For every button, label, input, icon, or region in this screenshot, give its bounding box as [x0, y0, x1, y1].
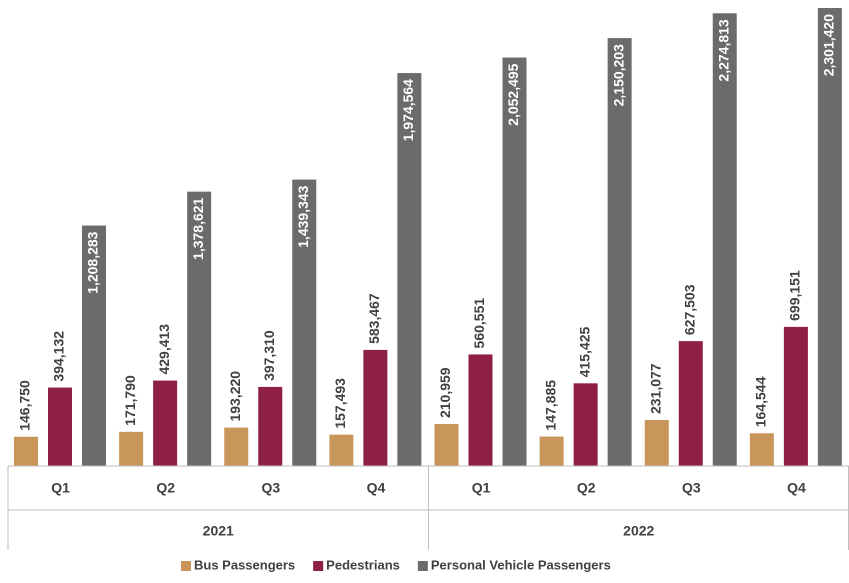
- x-tick-label: Q1: [472, 480, 491, 496]
- bar: [712, 13, 737, 467]
- data-label: 2,274,813: [715, 19, 731, 81]
- bar: [119, 431, 144, 466]
- data-label: 193,220: [227, 371, 243, 422]
- legend-label: Pedestrians: [326, 557, 400, 572]
- data-label: 699,151: [787, 270, 803, 321]
- data-label: 1,974,564: [400, 79, 416, 141]
- data-label: 397,310: [261, 330, 277, 381]
- bar: [48, 387, 72, 466]
- data-label: 1,208,283: [85, 231, 101, 293]
- x-tick-label: Q2: [156, 480, 175, 496]
- bar: [678, 341, 703, 466]
- bar: [397, 73, 422, 467]
- x-tick-label: Q3: [682, 480, 701, 496]
- data-label: 1,439,343: [295, 185, 311, 247]
- bar: [573, 383, 598, 466]
- data-label: 147,885: [542, 380, 558, 431]
- bar: [644, 420, 669, 466]
- data-label: 2,052,495: [505, 63, 521, 125]
- data-label: 583,467: [366, 293, 382, 344]
- bar: [292, 179, 317, 466]
- bar: [539, 436, 564, 466]
- data-label: 164,544: [753, 376, 769, 427]
- bar: [749, 433, 774, 466]
- legend-swatch: [417, 561, 428, 571]
- data-label: 157,493: [332, 378, 348, 429]
- data-label: 146,750: [17, 380, 33, 431]
- data-label: 415,425: [576, 327, 592, 378]
- bar: [224, 427, 249, 466]
- legend-swatch: [313, 561, 324, 571]
- data-label: 429,413: [156, 324, 172, 375]
- data-label: 2,301,420: [821, 14, 837, 76]
- x-tick-label: Q2: [577, 480, 596, 496]
- data-label: 627,503: [681, 284, 697, 335]
- data-label: 210,959: [437, 367, 453, 418]
- x-tick-label: Q1: [51, 480, 70, 496]
- bar: [82, 225, 106, 466]
- group-label: 2021: [203, 523, 234, 539]
- bar: [468, 354, 493, 466]
- bar: [329, 434, 354, 466]
- bar: [363, 349, 388, 466]
- bar: [817, 8, 842, 466]
- group-label: 2022: [623, 523, 654, 539]
- legend-label: Bus Passengers: [194, 557, 295, 572]
- data-label: 2,150,203: [610, 44, 626, 106]
- bar: [14, 436, 38, 466]
- data-label: 394,132: [51, 331, 67, 382]
- bar: [153, 380, 178, 466]
- bar: [434, 424, 459, 466]
- legend-label: Personal Vehicle Passengers: [431, 557, 611, 572]
- data-label: 1,378,621: [190, 197, 206, 259]
- x-tick-label: Q4: [367, 480, 386, 496]
- data-label: 231,077: [647, 363, 663, 414]
- data-label: 171,790: [122, 375, 138, 426]
- bar: [187, 191, 212, 466]
- x-tick-label: Q4: [787, 480, 806, 496]
- legend-swatch: [181, 561, 191, 571]
- x-tick-label: Q3: [261, 480, 280, 496]
- bar: [258, 386, 283, 466]
- bar: [783, 326, 808, 466]
- bar: [607, 38, 632, 467]
- data-label: 560,551: [471, 298, 487, 349]
- bar: [502, 57, 527, 466]
